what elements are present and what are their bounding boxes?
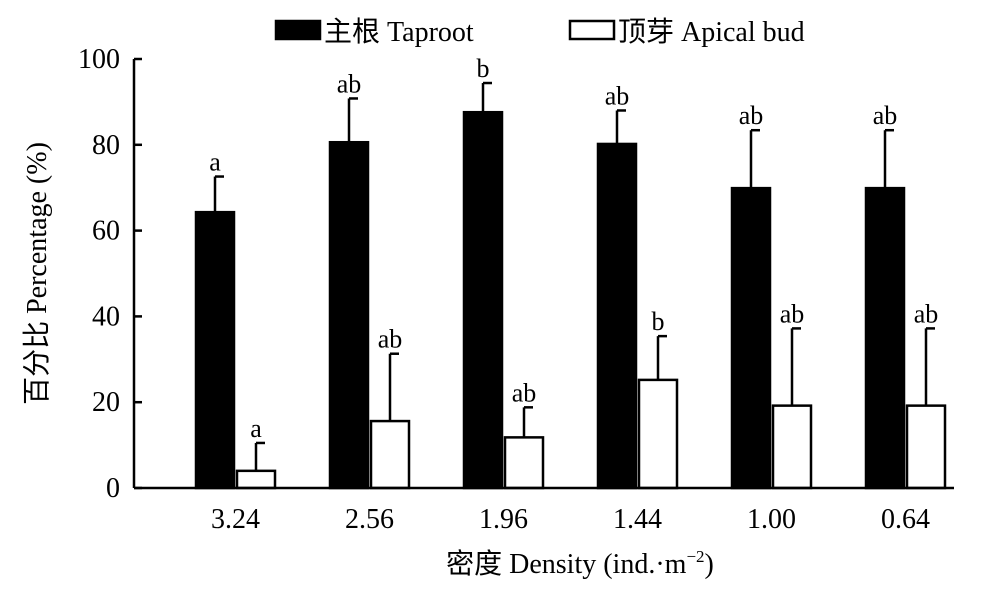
legend: 主根 Taproot 顶芽 Apical bud [274, 16, 805, 48]
significance-label: ab [378, 325, 403, 354]
x-axis-label: 密度 Density (ind.·m−2) [446, 547, 714, 580]
y-tick-label: 0 [106, 473, 120, 504]
apical-bud-bar [771, 404, 813, 490]
x-axis-label-main: 密度 Density (ind.·m [446, 548, 687, 580]
significance-label: ab [337, 69, 362, 98]
x-axis-label-superscript: −2 [686, 547, 704, 566]
apical-bud-bar [905, 404, 947, 490]
x-tick-label: 3.24 [211, 504, 260, 535]
x-tick-label: 1.96 [479, 504, 528, 535]
x-tick-label: 0.64 [881, 504, 930, 535]
y-tick-label: 100 [78, 44, 120, 75]
y-tick-label: 60 [92, 216, 120, 247]
significance-label: ab [739, 101, 764, 130]
y-tick-label: 80 [92, 130, 120, 161]
y-axis-label: 百分比 Percentage (%) [21, 142, 53, 405]
significance-label: a [209, 148, 221, 177]
y-tick-label: 20 [92, 387, 120, 418]
significance-label: a [250, 414, 262, 443]
taproot-bar [730, 186, 772, 490]
taproot-bar [864, 186, 906, 490]
apical-bud-bar [637, 378, 679, 490]
significance-label: ab [605, 81, 630, 110]
axes-layer: 3.24 2.56 1.96 1.44 1.00 0.64 0 20 40 60 80 100 百分比 … [21, 44, 954, 580]
x-tick-label: 1.00 [747, 504, 796, 535]
bars-layer: a a ab ab b ab ab b ab ab ab ab [194, 54, 947, 490]
apical-bud-bar [235, 469, 277, 490]
legend-label-apical-bud: 顶芽 Apical bud [618, 16, 805, 48]
significance-label: ab [914, 299, 939, 328]
significance-label: b [652, 307, 665, 336]
taproot-bar [462, 110, 504, 490]
apical-bud-bar [503, 436, 545, 490]
legend-label-taproot: 主根 Taproot [324, 16, 474, 48]
x-tick-label: 1.44 [613, 504, 662, 535]
significance-label: ab [512, 378, 537, 407]
legend-swatch-taproot [274, 19, 322, 41]
x-tick-label: 2.56 [345, 504, 394, 535]
taproot-bar [194, 210, 236, 490]
x-axis-label-tail: ) [705, 549, 714, 580]
apical-bud-bar [369, 419, 411, 490]
significance-label: ab [780, 299, 805, 328]
significance-label: b [477, 54, 490, 83]
legend-swatch-apical-bud [568, 19, 616, 41]
taproot-bar [596, 142, 638, 490]
taproot-bar [328, 140, 370, 490]
significance-label: ab [873, 101, 898, 130]
y-tick-label: 40 [92, 301, 120, 332]
